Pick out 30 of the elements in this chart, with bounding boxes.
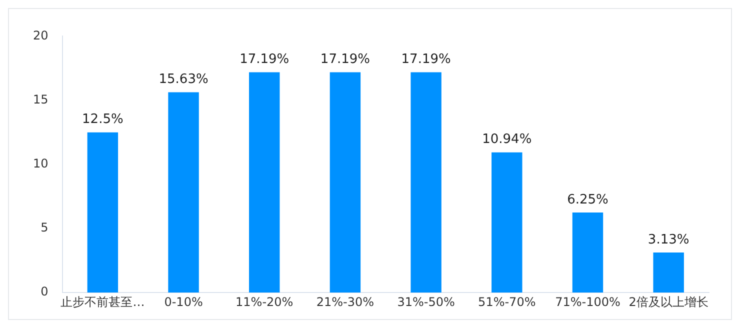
bar <box>249 72 280 293</box>
x-tick-label: 11%-20% <box>236 294 294 309</box>
x-tick-label: 21%-30% <box>316 294 374 309</box>
chart-frame: 止步不前甚至… 0-10% 11%-20% 21%-30% 31%-50% 51%-70% 71%-100% 2倍及以上增长 0 5 10 15 20 12.5% 15.63% 17.19% 17.19% 17.19% 10.94% 6.25% 3.13% <box>8 8 732 320</box>
data-label: 17.19% <box>320 52 370 68</box>
bar <box>572 212 604 293</box>
y-tick-label: 20 <box>32 28 48 42</box>
y-tick-label: 15 <box>32 92 48 106</box>
data-label: 12.5% <box>82 112 124 128</box>
y-tick-label: 10 <box>32 156 48 171</box>
data-label: 17.19% <box>401 52 451 68</box>
data-label: 17.19% <box>240 52 290 68</box>
x-tick-label: 51%-70% <box>478 294 536 309</box>
bar <box>87 132 118 293</box>
data-label: 10.94% <box>482 132 532 148</box>
bar <box>330 72 361 293</box>
x-tick-label: 2倍及以上增长 <box>628 294 708 309</box>
y-tick-label: 5 <box>40 220 48 235</box>
x-tick-label: 71%-100% <box>555 294 620 309</box>
x-tick-label: 31%-50% <box>397 294 455 309</box>
bar <box>653 252 684 293</box>
bar <box>410 72 442 293</box>
data-label: 15.63% <box>158 72 208 88</box>
data-label: 3.13% <box>648 232 690 248</box>
y-tick-label: 0 <box>40 284 48 299</box>
bar <box>168 92 199 293</box>
bar <box>492 152 522 293</box>
data-label: 6.25% <box>567 192 608 208</box>
x-tick-label: 止步不前甚至… <box>60 294 145 309</box>
x-tick-label: 0-10% <box>164 294 203 309</box>
